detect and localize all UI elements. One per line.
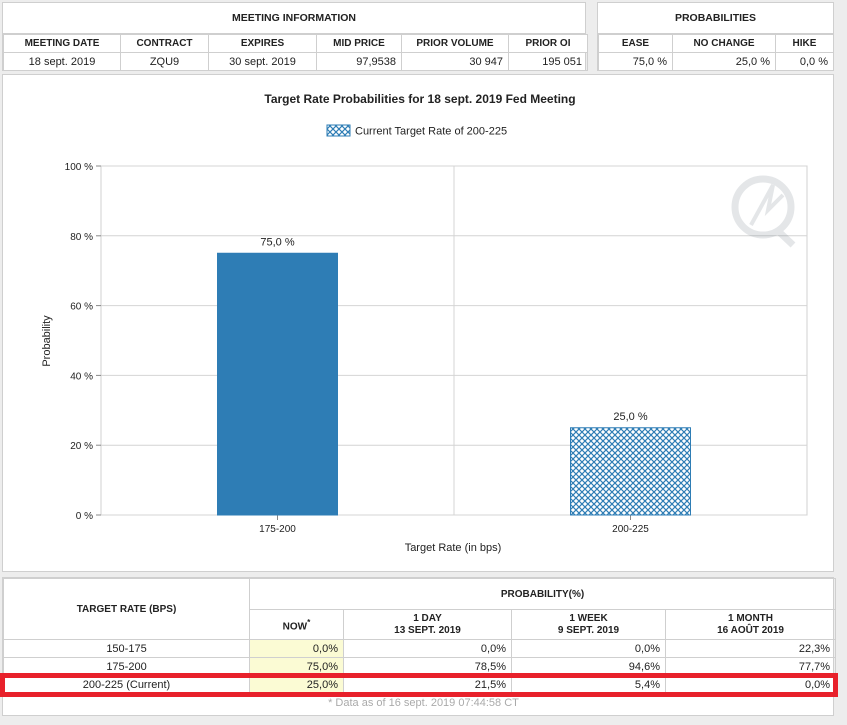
one-day-label: 1 DAY: [413, 612, 442, 624]
one-week-date: 9 SEPT. 2019: [557, 624, 620, 636]
ease-value: 75,0 %: [598, 52, 673, 71]
probabilities-table: EASE NO CHANGE HIKE 75,0 % 25,0 % 0,0 %: [598, 34, 834, 71]
one-month-cell: 0,0%: [664, 675, 837, 694]
one-month-label: 1 MONTH: [728, 612, 774, 624]
one-week-label: 1 WEEK: [569, 612, 608, 624]
ease-header: EASE: [598, 34, 673, 53]
mid-price-header: MID PRICE: [316, 34, 402, 53]
bar-200-225: [570, 427, 691, 516]
data-label: 75,0 %: [260, 236, 294, 248]
contract-header: CONTRACT: [120, 34, 209, 53]
y-tick-label: 0 %: [76, 511, 93, 522]
probability-header: PROBABILITY(%): [248, 578, 837, 610]
now-cell: 0,0%: [249, 639, 344, 658]
one-month-date: 16 AOÛT 2019: [717, 624, 784, 636]
one-month-cell: 77,7%: [664, 657, 837, 676]
rate-cell: 150-175: [3, 639, 250, 658]
expires-header: EXPIRES: [208, 34, 317, 53]
now-footnote-marker: *: [307, 616, 311, 627]
meeting-date-header: MEETING DATE: [3, 34, 121, 53]
one-week-header: 1 WEEK 9 SEPT. 2019: [511, 609, 666, 640]
y-tick-label: 60 %: [70, 302, 93, 313]
one-month-header: 1 MONTH 16 AOÛT 2019: [664, 609, 837, 640]
mid-price-value: 97,9538: [316, 52, 402, 71]
now-cell: 75,0%: [249, 657, 344, 676]
legend-swatch: [326, 124, 351, 137]
now-label: NOW: [282, 621, 308, 633]
one-day-cell: 78,5%: [343, 657, 512, 676]
target-rate-header: TARGET RATE (BPS): [3, 578, 250, 640]
no-change-header: NO CHANGE: [672, 34, 776, 53]
probability-table: TARGET RATE (BPS) PROBABILITY(%) NOW* 1 …: [3, 578, 837, 694]
data-timestamp-footnote: * Data as of 16 sept. 2019 07:44:58 CT: [328, 697, 519, 709]
probabilities-panel: PROBABILITIES EASE NO CHANGE HIKE 75,0 %…: [597, 2, 834, 71]
one-week-cell: 0,0%: [511, 639, 666, 658]
y-tick-label: 80 %: [70, 232, 93, 243]
probability-table-panel: TARGET RATE (BPS) PROBABILITY(%) NOW* 1 …: [2, 577, 837, 716]
table-row: 150-175 0,0% 0,0% 0,0% 22,3%: [3, 639, 837, 658]
bar-175-200: [217, 252, 338, 516]
no-change-value: 25,0 %: [672, 52, 776, 71]
y-axis-label: Probability: [41, 315, 53, 367]
table-row-current: 200-225 (Current) 25,0% 21,5% 5,4% 0,0%: [3, 675, 837, 694]
one-day-cell: 21,5%: [343, 675, 512, 694]
chart-panel: Target Rate Probabilities for 18 sept. 2…: [2, 74, 834, 572]
y-tick-label: 100 %: [65, 162, 93, 173]
legend-label: Current Target Rate of 200-225: [355, 126, 507, 138]
one-day-header: 1 DAY 13 SEPT. 2019: [343, 609, 512, 640]
rate-cell: 175-200: [3, 657, 250, 676]
meeting-info-table: MEETING DATE CONTRACT EXPIRES MID PRICE …: [3, 34, 588, 71]
one-day-date: 13 SEPT. 2019: [394, 624, 461, 636]
hike-value: 0,0 %: [775, 52, 834, 71]
prior-volume-header: PRIOR VOLUME: [401, 34, 509, 53]
prior-oi-value: 195 051: [508, 52, 588, 71]
probabilities-title: PROBABILITIES: [598, 3, 833, 34]
y-tick-label: 20 %: [70, 441, 93, 452]
bar-chart: Target Rate Probabilities for 18 sept. 2…: [41, 92, 808, 554]
prior-oi-header: PRIOR OI: [508, 34, 588, 53]
one-month-cell: 22,3%: [664, 639, 837, 658]
chart-title: Target Rate Probabilities for 18 sept. 2…: [264, 92, 575, 106]
one-week-cell: 5,4%: [511, 675, 666, 694]
now-header: NOW*: [249, 609, 344, 640]
contract-value: ZQU9: [120, 52, 209, 71]
data-label: 25,0 %: [613, 411, 647, 423]
meeting-info-panel: MEETING INFORMATION MEETING DATE CONTRAC…: [2, 2, 588, 71]
one-week-cell: 94,6%: [511, 657, 666, 676]
one-day-cell: 0,0%: [343, 639, 512, 658]
x-tick-label: 200-225: [612, 524, 649, 535]
meeting-date-value: 18 sept. 2019: [3, 52, 121, 71]
hike-header: HIKE: [775, 34, 834, 53]
x-axis-label: Target Rate (in bps): [405, 542, 502, 554]
watermark-logo: [731, 175, 796, 248]
expires-value: 30 sept. 2019: [208, 52, 317, 71]
y-tick-label: 40 %: [70, 371, 93, 382]
rate-cell: 200-225 (Current): [3, 675, 250, 694]
prior-volume-value: 30 947: [401, 52, 509, 71]
meeting-info-title: MEETING INFORMATION: [3, 3, 585, 34]
table-row: 175-200 75,0% 78,5% 94,6% 77,7%: [3, 657, 837, 676]
now-cell: 25,0%: [249, 675, 344, 694]
x-tick-label: 175-200: [259, 524, 296, 535]
